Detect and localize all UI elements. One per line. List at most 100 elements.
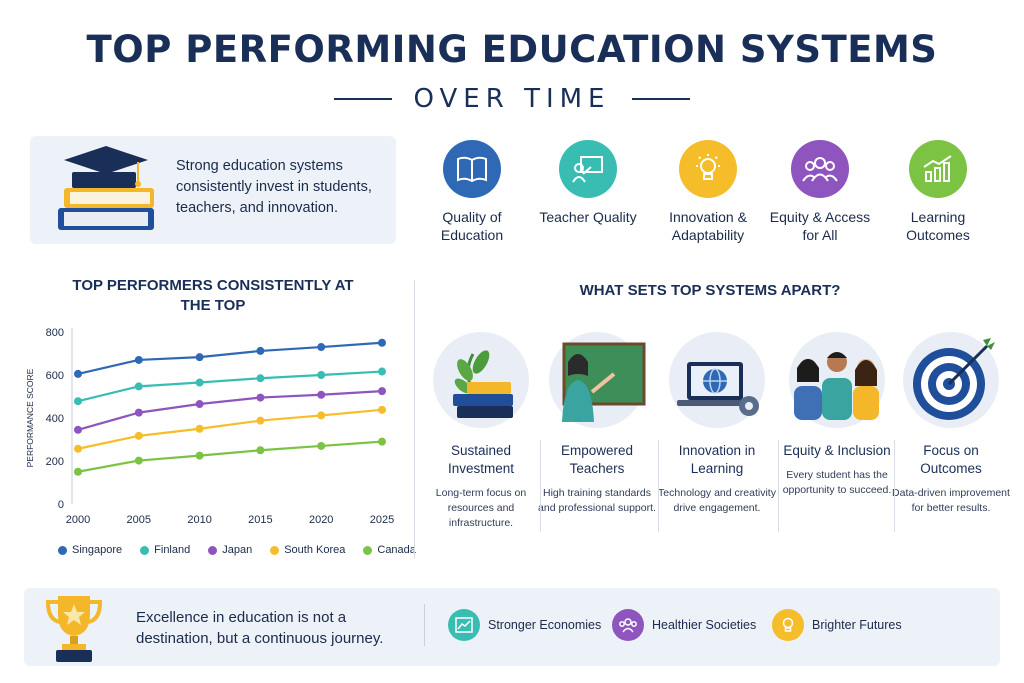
legend-item: Finland [140, 544, 190, 556]
data-point [256, 416, 265, 425]
benefit-label: Healthier Societies [652, 618, 757, 632]
bulb-icon [772, 609, 804, 641]
feature-description: High training standards and professional… [538, 487, 656, 514]
data-point [378, 367, 386, 376]
data-point [317, 411, 326, 420]
factor-label: Learning Outcomes [906, 209, 970, 243]
benefit-healthier-societies: Healthier Societies [612, 609, 756, 641]
data-point [134, 355, 143, 364]
lightbulb-icon [679, 140, 737, 198]
data-point [378, 338, 386, 347]
series-line [77, 440, 383, 473]
growth-chart-icon [909, 140, 967, 198]
data-point [195, 451, 204, 460]
benefit-label: Brighter Futures [812, 618, 902, 632]
data-point [317, 441, 326, 450]
x-tick-label: 2005 [127, 514, 151, 526]
legend-swatch [363, 545, 373, 555]
data-point [74, 467, 82, 476]
data-point [74, 369, 82, 378]
graduation-books-icon [58, 146, 154, 230]
target-icon [903, 332, 999, 428]
legend-swatch [270, 545, 280, 555]
series-line [77, 390, 383, 431]
feature-title: Empowered Teachers [560, 443, 634, 476]
feature-sustained-investment: Sustained Investment Long-term focus on … [422, 332, 540, 531]
legend-label: Singapore [72, 544, 123, 556]
y-tick-label: 800 [46, 327, 64, 339]
data-point [317, 343, 326, 352]
series-line [77, 408, 383, 450]
trophy-icon [45, 596, 103, 662]
x-tick-label: 2010 [187, 514, 211, 526]
legend-item: Canada [363, 544, 416, 556]
benefit-stronger-economies: Stronger Economies [448, 609, 601, 641]
factor-teacher-quality: Teacher Quality [528, 140, 648, 226]
series-line [77, 370, 383, 403]
apart-title: WHAT SETS TOP SYSTEMS APART? [579, 282, 841, 299]
data-point [195, 400, 204, 409]
feature-empowered-teachers: Empowered Teachers High training standar… [538, 332, 656, 516]
factor-label: Quality of Education [440, 209, 504, 243]
feature-focus-outcomes: Focus on Outcomes Data-driven improvemen… [892, 332, 1010, 516]
y-tick-label: 400 [46, 413, 64, 425]
chart-legend: Singapore Finland Japan South Korea Canada [58, 544, 416, 556]
legend-item: Singapore [58, 544, 122, 556]
factor-label: Innovation & Adaptability [669, 209, 747, 243]
factor-quality-of-education: Quality of Education [412, 140, 532, 244]
x-tick-label: 2015 [248, 514, 272, 526]
data-point [378, 387, 386, 396]
data-point [195, 353, 204, 362]
section-divider [414, 280, 415, 558]
data-point [134, 431, 143, 440]
x-tick-label: 2020 [309, 514, 333, 526]
books-plant-icon [433, 332, 529, 428]
feature-description: Data-driven improvement for better resul… [892, 487, 1010, 514]
data-point [256, 446, 265, 455]
subtitle-rule-left [333, 98, 392, 100]
teacher-icon [549, 332, 646, 428]
x-tick-label: 2000 [66, 514, 90, 526]
data-point [74, 425, 82, 434]
factor-learning-outcomes: Learning Outcomes [878, 140, 998, 244]
factor-equity-access: Equity & Access for All [760, 140, 880, 244]
line-chart: 0 200 400 600 800 2000 2005 2010 2015 2020 2025 PER… [25, 327, 394, 526]
feature-title: Focus on Outcomes [920, 443, 982, 476]
trend-up-icon [448, 609, 480, 641]
feature-divider [894, 440, 895, 532]
legend-swatch [58, 545, 67, 555]
footer-divider [424, 604, 425, 646]
data-point [134, 408, 143, 417]
data-point [195, 378, 204, 387]
data-point [378, 437, 386, 446]
legend-swatch [208, 545, 218, 555]
footer-quote: Excellence in education is not a destina… [136, 609, 384, 647]
y-tick-label: 0 [58, 499, 64, 511]
legend-label: Finland [154, 544, 191, 556]
page-title: TOP PERFORMING EDUCATION SYSTEMS [86, 28, 938, 71]
legend-item: Japan [208, 544, 252, 556]
intro-text: Strong education systems consistently in… [176, 158, 372, 216]
data-point [256, 374, 265, 383]
subtitle-rule-right [632, 98, 691, 100]
feature-innovation-learning: Innovation in Learning Technology and cr… [658, 332, 776, 516]
data-point [74, 397, 82, 406]
footer-panel [24, 588, 1000, 666]
legend-label: Canada [377, 544, 416, 556]
legend-label: Japan [222, 544, 253, 556]
y-tick-label: 600 [46, 370, 64, 382]
laptop-globe-icon [669, 332, 765, 428]
data-point [317, 390, 326, 399]
feature-divider [658, 440, 659, 532]
y-tick-label: 200 [46, 456, 64, 468]
series-line [77, 341, 383, 375]
feature-divider [540, 440, 541, 532]
feature-description: Long-term focus on resources and infrast… [435, 487, 527, 529]
feature-title: Equity & Inclusion [783, 443, 891, 458]
data-point [256, 346, 265, 355]
legend-swatch [140, 545, 150, 555]
feature-description: Technology and creativity drive engageme… [658, 487, 776, 514]
feature-divider [778, 440, 779, 532]
data-point [378, 405, 386, 414]
factor-label: Teacher Quality [539, 209, 637, 225]
